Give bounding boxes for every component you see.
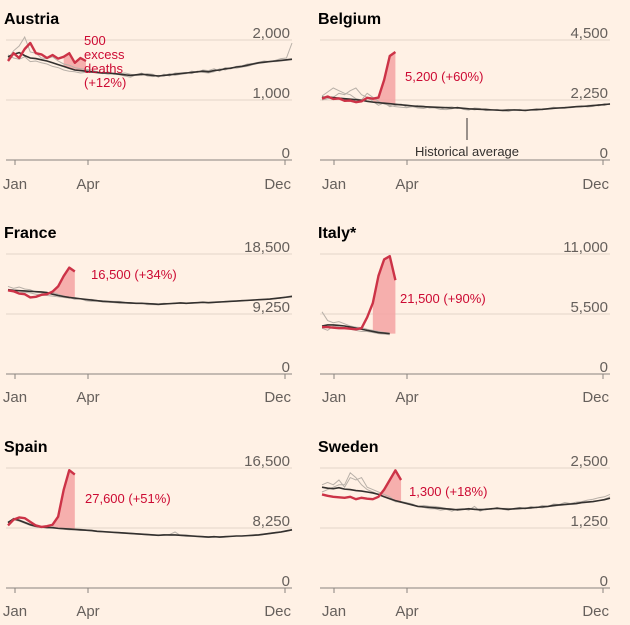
excess-deaths-annotation: 21,500 (+90%) [400,291,486,306]
historical-average-line [7,51,293,77]
current-year-line [321,469,403,501]
x-tick-label: Apr [76,389,99,406]
current-year-line [7,266,76,299]
historical-average-line [7,518,293,538]
y-tick-label: 0 [282,573,290,590]
x-tick-label: Dec [582,389,609,406]
y-tick-label: 0 [600,145,608,162]
excess-deaths-area [52,267,75,299]
y-tick-label: 16,500 [244,453,290,470]
x-tick-label: Dec [264,176,291,193]
historical-average-label: Historical average [415,144,519,159]
excess-deaths-area [52,470,75,530]
excess-deaths-annotation: 1,300 (+18%) [409,484,487,499]
current-year-line [7,41,87,64]
past-year-line [7,35,293,78]
excess-deaths-annotation: 500 [84,33,106,48]
past-year-line [321,311,390,334]
panel-title: Austria [4,11,59,28]
x-tick-label: Apr [395,176,418,193]
x-tick-label: Dec [264,389,291,406]
panel-sweden: 2,500 1,250 0 Jan Apr Dec Sweden 1,300 (+18%) [318,439,611,620]
y-tick-label: 0 [600,359,608,376]
panel-france: 18,500 9,250 0 Jan Apr Dec France 16,500 (+34%) [3,225,293,406]
panel-title: Belgium [318,11,381,28]
x-tick-label: Apr [76,176,99,193]
x-tick-label: Apr [395,389,418,406]
y-tick-label: 0 [282,359,290,376]
x-tick-label: Jan [3,176,27,193]
panel-belgium: 4,500 2,250 0 Jan Apr Dec Belgium 5,200 (+60%) H… [318,11,611,193]
panel-italy: 11,000 5,500 0 Jan Apr Dec Italy* 21,500 (+90%) [318,225,610,406]
x-tick-label: Apr [395,603,418,620]
y-tick-label: 0 [282,145,290,162]
x-tick-label: Jan [322,176,346,193]
x-tick-label: Jan [3,389,27,406]
past-year-line [7,54,293,78]
y-tick-label: 9,250 [252,299,290,316]
y-tick-label: 0 [600,573,608,590]
y-tick-label: 2,500 [570,453,608,470]
excess-deaths-annotation: deaths [84,61,124,76]
y-tick-label: 8,250 [252,513,290,530]
y-tick-label: 1,250 [570,513,608,530]
panel-title: Spain [4,439,48,456]
historical-average-line [321,96,611,112]
historical-average-line [321,486,611,511]
x-tick-label: Dec [582,176,609,193]
excess-deaths-annotation: (+12%) [84,75,126,90]
panel-spain: 16,500 8,250 0 Jan Apr Dec Spain 27,600 (+51%) [3,439,293,620]
current-year-line [7,468,76,529]
x-tick-label: Jan [322,389,346,406]
current-year-line [322,254,397,331]
y-tick-label: 2,000 [252,25,290,42]
panel-title: Sweden [318,439,378,456]
x-tick-label: Apr [76,603,99,620]
panel-title: France [4,225,57,242]
y-tick-label: 1,000 [252,85,290,102]
excess-deaths-annotation: excess [84,47,125,62]
y-tick-label: 4,500 [570,25,608,42]
y-tick-label: 2,250 [570,85,608,102]
excess-deaths-annotation: 27,600 (+51%) [85,491,171,506]
panel-austria: 2,000 1,000 0 Jan Apr Dec Austria 500excessdeat… [3,11,293,193]
x-tick-label: Jan [322,603,346,620]
excess-deaths-area [372,256,396,334]
excess-deaths-annotation: 16,500 (+34%) [91,267,177,282]
excess-deaths-annotation: 5,200 (+60%) [405,69,483,84]
y-tick-label: 5,500 [570,299,608,316]
excess-deaths-area [372,52,396,105]
y-tick-label: 18,500 [244,239,290,256]
current-year-line [321,51,397,104]
y-tick-label: 11,000 [563,239,608,256]
x-tick-label: Jan [3,603,27,620]
x-tick-label: Dec [582,603,609,620]
x-tick-label: Dec [264,603,291,620]
historical-average-line [7,288,293,306]
excess-deaths-area [63,53,86,72]
panel-title: Italy* [318,225,357,242]
